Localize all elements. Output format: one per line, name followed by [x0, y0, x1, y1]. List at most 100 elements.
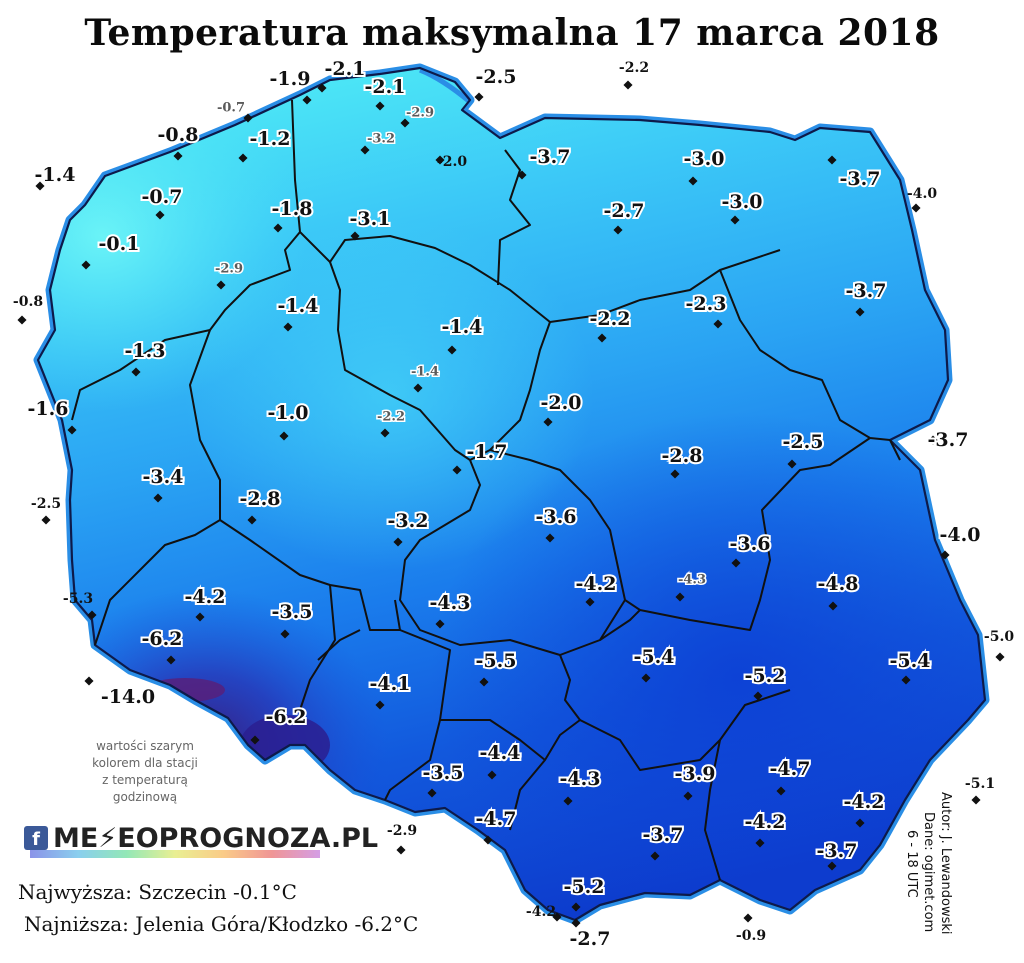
station-temperature: -3.7: [840, 168, 881, 190]
station-temperature: -1.4: [278, 295, 319, 317]
note-line-1: wartości szarym: [96, 739, 194, 753]
station-marker: [396, 845, 406, 855]
station: -1.6: [26, 396, 77, 435]
station: -2.5: [31, 496, 61, 525]
station-temperature: -1.4: [35, 164, 76, 186]
station-temperature: -4.2: [745, 811, 786, 833]
station: -3.7: [641, 822, 685, 861]
station-temperature: -2.2: [619, 60, 649, 76]
station-marker: [243, 113, 253, 123]
station-temperature: -2.0: [437, 154, 467, 170]
station-marker: [755, 838, 765, 848]
station-temperature: -4.2: [185, 586, 226, 608]
station: -3.0: [720, 189, 764, 225]
station: -2.0: [539, 390, 583, 427]
station-temperature: -1.3: [125, 340, 166, 362]
facebook-icon[interactable]: f: [24, 826, 48, 850]
station-temperature: -5.2: [745, 665, 786, 687]
station: -0.7: [215, 99, 253, 123]
station-temperature: -0.8: [13, 294, 43, 310]
station-marker: [971, 795, 981, 805]
station-temperature: -2.2: [377, 410, 405, 425]
station-marker: [375, 700, 385, 710]
station: -2.9: [213, 260, 245, 290]
station-temperature: -0.8: [158, 124, 199, 146]
station-marker: [552, 912, 562, 922]
station: -5.2: [562, 874, 606, 912]
station-marker: [280, 629, 290, 639]
station-marker: [650, 851, 660, 861]
station-temperature: -3.0: [722, 191, 763, 213]
station-temperature: -6.2: [266, 706, 307, 728]
station-marker: [427, 788, 437, 798]
station: -0.1: [81, 231, 141, 270]
station: -2.7: [568, 918, 612, 952]
station-temperature: -5.1: [965, 776, 995, 792]
station-marker: [216, 280, 226, 290]
station-temperature: -4.8: [818, 573, 859, 595]
station-temperature: -5.4: [890, 650, 931, 672]
station: -4.1: [368, 671, 412, 710]
station: -2.8: [660, 443, 704, 479]
station-temperature: -4.2: [844, 791, 885, 813]
station-temperature: -2.8: [240, 488, 281, 510]
station-marker: [84, 676, 94, 686]
station-temperature: -3.7: [928, 429, 969, 451]
station: -4.4: [478, 740, 522, 780]
station: -4.7: [768, 756, 812, 796]
station: -4.3: [428, 590, 472, 629]
station-temperature: -4.2: [526, 904, 556, 920]
meteoprognoza-logo[interactable]: f ME⚡EOPROGNOZA.PL: [24, 818, 378, 858]
station-temperature: -2.9: [387, 823, 417, 839]
station: -0.8: [156, 122, 200, 161]
station: -4.2: [183, 584, 227, 622]
station-marker: [474, 92, 484, 102]
hel-peninsula: [419, 67, 472, 104]
station-marker: [487, 770, 497, 780]
station-marker: [901, 675, 911, 685]
station-temperature: -2.8: [662, 445, 703, 467]
station-temperature: -5.3: [63, 591, 93, 607]
station-marker: [776, 786, 786, 796]
note-line-2: kolorem dla stacji: [92, 756, 198, 770]
station-marker: [571, 918, 581, 928]
station-temperature: -1.0: [268, 402, 309, 424]
station: -3.7: [827, 155, 882, 192]
station-marker: [995, 652, 1005, 662]
station-marker: [17, 315, 27, 325]
station-marker: [683, 791, 693, 801]
station-marker: [940, 550, 950, 560]
station-marker: [911, 203, 921, 213]
station: -3.5: [421, 760, 465, 798]
station-marker: [173, 151, 183, 161]
gray-values-note: wartości szarym kolorem dla stacji z tem…: [60, 738, 230, 806]
station-temperature: -1.8: [272, 198, 313, 220]
voivodeship-borders: [71, 99, 901, 881]
station-marker: [400, 118, 410, 128]
station: -3.6: [534, 504, 578, 543]
station-marker: [623, 80, 633, 90]
station: -2.5: [781, 429, 825, 469]
station: -3.7: [517, 144, 572, 180]
station-temperature: -2.1: [325, 58, 366, 80]
station-marker: [479, 677, 489, 687]
station: -2.1: [317, 56, 367, 93]
station-marker: [675, 592, 685, 602]
station-temperature: -3.7: [846, 280, 887, 302]
station: -0.7: [140, 184, 184, 220]
station-marker: [855, 818, 865, 828]
station: -5.5: [474, 648, 518, 687]
station: -3.0: [682, 146, 726, 186]
station-temperature: -3.9: [675, 763, 716, 785]
station-temperature: -3.7: [643, 824, 684, 846]
station: -4.2: [526, 904, 562, 922]
station-temperature: -4.0: [940, 524, 981, 546]
station-marker: [302, 95, 312, 105]
station: -0.9: [736, 913, 766, 944]
station: -3.2: [360, 130, 397, 155]
station: -2.1: [363, 74, 407, 111]
station-marker: [483, 835, 493, 845]
station-temperature: -2.0: [541, 392, 582, 414]
station-marker: [41, 515, 51, 525]
max-temperature-stat: Najwyższa: Szczecin -0.1°C: [18, 880, 297, 904]
